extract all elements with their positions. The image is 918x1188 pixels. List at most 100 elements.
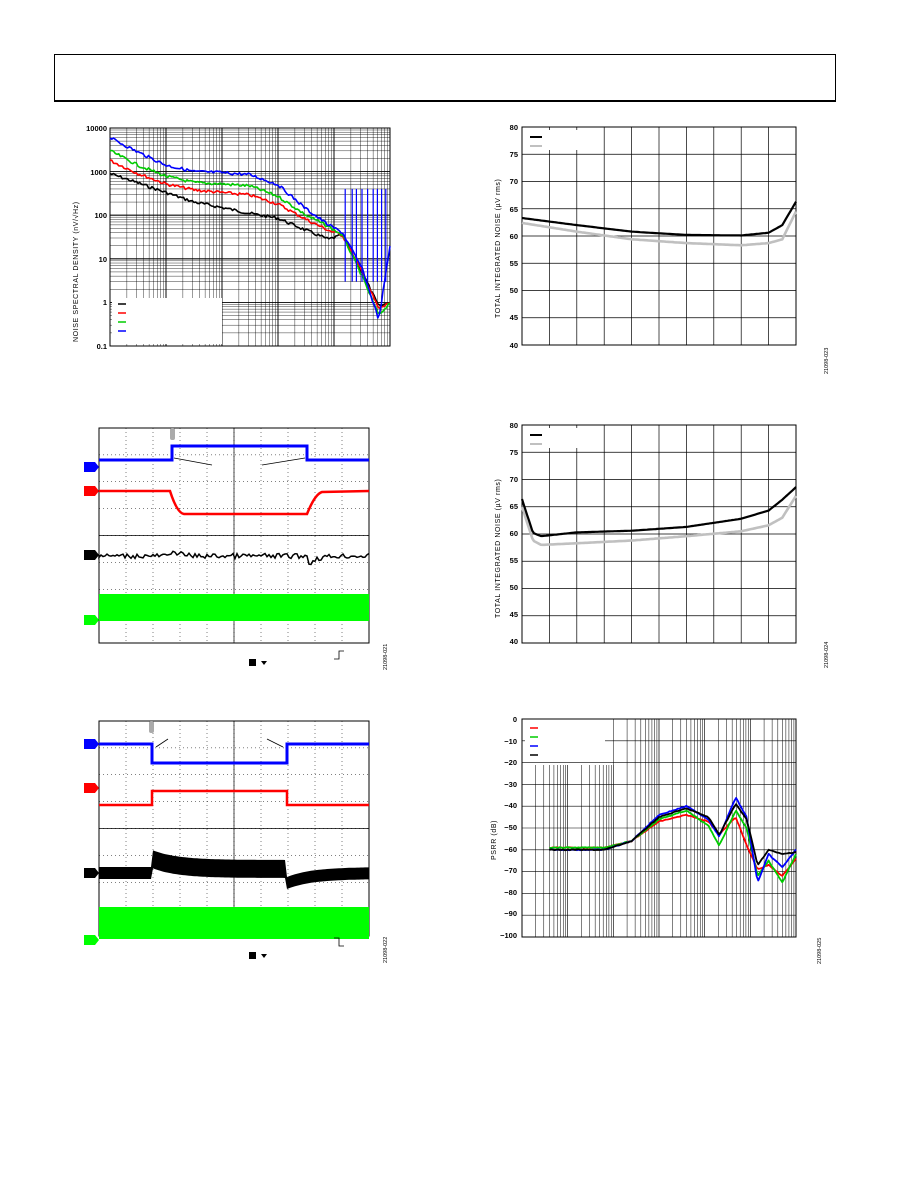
tn1-ytick: 80	[510, 123, 518, 132]
sc1-trace-black	[98, 550, 370, 566]
tn1-plot-frame	[521, 126, 797, 346]
psrr-ytick: −100	[500, 931, 517, 940]
sc2-trace-green	[99, 907, 369, 939]
noise-spectral-density-chart: NOISE SPECTRAL DENSITY (nV/√Hz) 10000 10…	[60, 120, 400, 360]
nsd-ytick: 1000	[90, 168, 107, 177]
tn2-ytick: 55	[510, 556, 518, 565]
nsd-series-1	[110, 159, 391, 309]
tn1-ytick: 70	[510, 177, 518, 186]
nsd-ytick: 10	[99, 255, 107, 264]
psrr-ylabel: PSRR (dB)	[491, 820, 498, 860]
tn1-ytick: 45	[510, 313, 518, 322]
scope-capture-2: 21098-022	[80, 718, 400, 973]
sc2-readout-square	[249, 952, 256, 959]
nsd-legend-box	[112, 298, 222, 344]
sc2-channel-marker-3	[84, 868, 99, 878]
psrr-ytick: −90	[504, 909, 517, 918]
tn2-svg: TOTAL INTEGRATED NOISE (µV rms) 80 75 70…	[495, 421, 830, 668]
psrr-svg: PSRR (dB) 0 −10 −20 −30 −40 −50 −60 −70 …	[491, 715, 823, 964]
tn2-gray-series-0	[520, 495, 798, 547]
total-noise-chart-2: TOTAL INTEGRATED NOISE (µV rms) 80 75 70…	[485, 418, 835, 678]
sc1-trigger-edge-icon	[334, 650, 344, 660]
sc1-svg: 21098-021	[84, 427, 389, 670]
tn2-legend-box	[525, 428, 595, 448]
sc2-arrow-right	[266, 738, 284, 748]
tn2-figure-id: 21098-024	[824, 642, 830, 668]
tn1-legend-box	[525, 130, 595, 150]
tn1-figure-id: 21098-023	[824, 348, 830, 374]
tn1-gray-series-0	[521, 210, 798, 247]
page-header-box	[54, 54, 836, 102]
sc2-readout-triangle	[261, 954, 267, 958]
sc1-readout-square	[249, 659, 256, 666]
psrr-series-3	[549, 803, 797, 866]
tn1-ytick: 55	[510, 259, 518, 268]
sc1-trigger-marker	[170, 428, 175, 440]
tn2-ytick: 80	[510, 421, 518, 430]
tn2-ytick: 70	[510, 475, 518, 484]
sc1-trace-green	[99, 594, 369, 621]
sc1-channel-marker-2	[84, 486, 99, 496]
sc1-channel-marker-1	[84, 462, 99, 472]
tn1-svg: TOTAL INTEGRATED NOISE (µV rms) 80 75 70…	[495, 123, 830, 374]
sc2-figure-id: 21098-022	[383, 937, 389, 963]
nsd-plot-frame	[109, 127, 391, 347]
tn2-ylabel: TOTAL INTEGRATED NOISE (µV rms)	[495, 479, 502, 618]
psrr-ytick: −30	[504, 780, 517, 789]
sc1-arrow-right	[261, 457, 306, 466]
psrr-ytick: −50	[504, 823, 517, 832]
psrr-ytick: −80	[504, 888, 517, 897]
nsd-ytick: 1	[103, 298, 107, 307]
nsd-ylabel: NOISE SPECTRAL DENSITY (nV/√Hz)	[72, 201, 80, 342]
tn2-ytick: 40	[510, 637, 518, 646]
sc1-channel-marker-3	[84, 550, 99, 560]
sc2-channel-marker-1	[84, 739, 99, 749]
tn2-ytick: 60	[510, 529, 518, 538]
psrr-ytick: −20	[504, 758, 517, 767]
tn1-ylabel: TOTAL INTEGRATED NOISE (µV rms)	[495, 179, 502, 318]
tn2-black-series-0	[520, 486, 797, 538]
tn1-black-series-0	[521, 201, 797, 237]
tn2-ytick: 75	[510, 448, 518, 457]
tn1-ytick: 60	[510, 232, 518, 241]
sc1-trace-red	[99, 489, 370, 516]
sc2-svg: 21098-022	[84, 720, 389, 963]
nsd-ytick: 0.1	[97, 342, 107, 351]
nsd-series-0	[109, 172, 391, 307]
sc2-trigger-edge-icon	[334, 937, 344, 947]
nsd-svg: NOISE SPECTRAL DENSITY (nV/√Hz) 10000 10…	[72, 124, 391, 351]
tn2-ytick: 50	[510, 583, 518, 592]
psrr-ytick: −10	[504, 737, 517, 746]
total-noise-chart-1: TOTAL INTEGRATED NOISE (µV rms) 80 75 70…	[485, 120, 835, 380]
sc1-trace-blue	[99, 444, 369, 462]
sc2-trace-red	[99, 789, 369, 807]
sc2-trace-black	[99, 850, 369, 889]
sc2-trigger-marker	[149, 721, 154, 733]
sc1-readout-triangle	[261, 661, 267, 665]
psrr-figure-id: 21098-025	[817, 938, 823, 964]
tn1-ytick: 65	[510, 205, 518, 214]
sc1-figure-id: 21098-021	[383, 644, 389, 670]
nsd-series-3	[109, 137, 391, 319]
sc2-channel-marker-4	[84, 935, 99, 945]
psrr-legend-box	[525, 722, 605, 762]
nsd-ytick: 100	[94, 211, 107, 220]
nsd-ytick: 10000	[86, 124, 107, 133]
tn1-ytick: 50	[510, 286, 518, 295]
psrr-ytick: −70	[504, 866, 517, 875]
psrr-ytick: 0	[513, 715, 517, 724]
tn2-ytick: 65	[510, 502, 518, 511]
tn1-ytick: 40	[510, 341, 518, 350]
sc2-arrow-left	[155, 738, 169, 748]
tn1-ytick: 75	[510, 150, 518, 159]
psrr-ytick: −60	[504, 845, 517, 854]
psrr-chart: PSRR (dB) 0 −10 −20 −30 −40 −50 −60 −70 …	[485, 712, 835, 972]
psrr-ytick: −40	[504, 801, 517, 810]
sc1-channel-marker-4	[84, 615, 99, 625]
scope-capture-1: 21098-021	[80, 425, 400, 680]
sc2-channel-marker-2	[84, 783, 99, 793]
psrr-plot-frame	[521, 718, 797, 938]
tn2-plot-frame	[521, 424, 797, 644]
nsd-series-2	[109, 149, 391, 315]
sc1-arrow-left	[173, 457, 213, 466]
